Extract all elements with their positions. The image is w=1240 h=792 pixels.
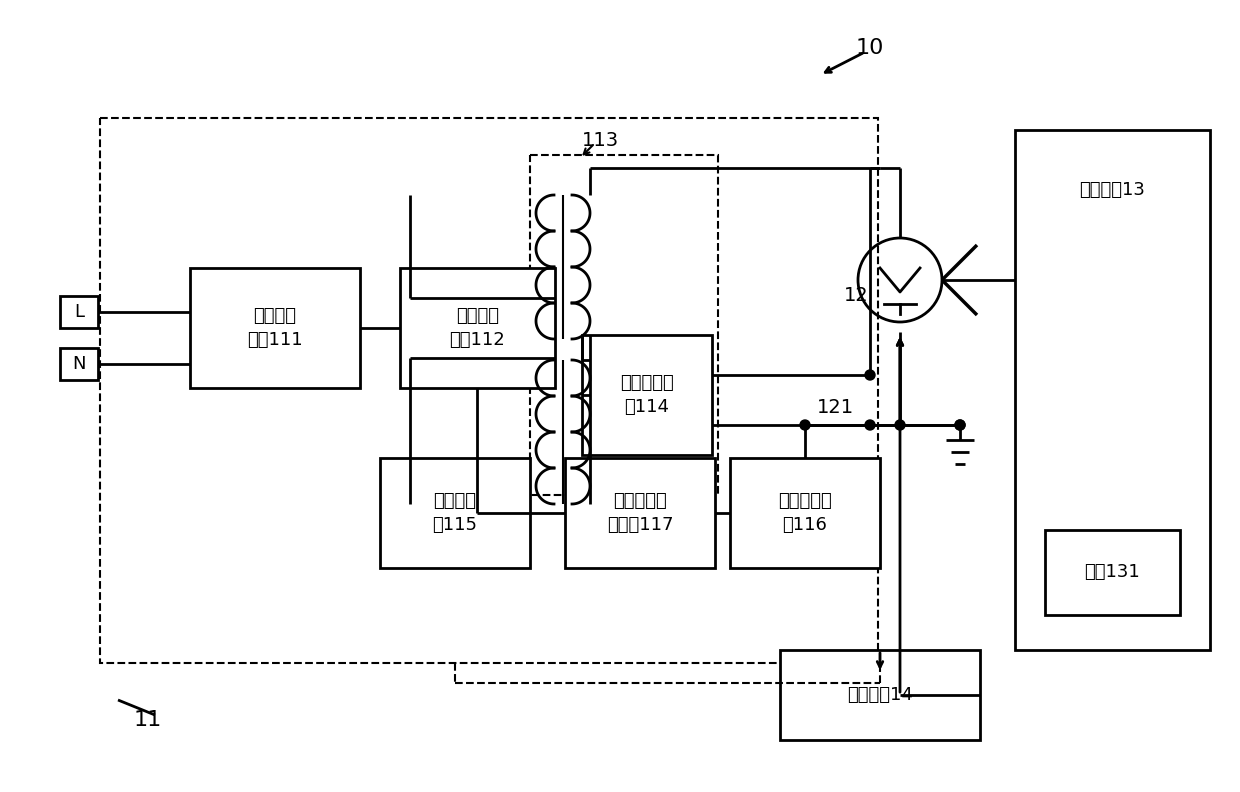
- Text: 内部控制
器115: 内部控制 器115: [433, 492, 477, 534]
- Text: 保护单元14: 保护单元14: [847, 686, 913, 704]
- Text: N: N: [72, 355, 86, 373]
- Text: 121: 121: [816, 398, 853, 417]
- Text: 11: 11: [134, 710, 162, 730]
- Bar: [100, 118, 878, 663]
- Bar: [190, 268, 360, 388]
- Text: 12: 12: [843, 285, 868, 304]
- Bar: [60, 296, 98, 328]
- Text: 负载131: 负载131: [1085, 563, 1141, 581]
- Text: 功率变换
单元112: 功率变换 单元112: [450, 307, 506, 348]
- Bar: [379, 458, 529, 568]
- Text: L: L: [74, 303, 84, 321]
- Bar: [730, 458, 880, 568]
- Circle shape: [800, 420, 810, 430]
- Bar: [582, 335, 712, 455]
- Bar: [401, 268, 556, 388]
- Circle shape: [866, 370, 875, 380]
- Circle shape: [955, 420, 965, 430]
- Bar: [780, 650, 980, 740]
- Circle shape: [866, 420, 875, 430]
- Bar: [1016, 130, 1210, 650]
- Text: 第一信号调
理电路117: 第一信号调 理电路117: [606, 492, 673, 534]
- Bar: [1045, 530, 1180, 615]
- Text: 10: 10: [856, 38, 884, 58]
- Text: 第一检测电
路116: 第一检测电 路116: [779, 492, 832, 534]
- Bar: [565, 458, 715, 568]
- Circle shape: [955, 420, 965, 430]
- Text: 整流滤波
单元111: 整流滤波 单元111: [247, 307, 303, 348]
- Text: 工作腔体13: 工作腔体13: [1080, 181, 1146, 199]
- Bar: [529, 155, 718, 495]
- Text: 倍压整流单
元114: 倍压整流单 元114: [620, 374, 673, 416]
- Bar: [60, 348, 98, 380]
- Text: 113: 113: [582, 131, 619, 150]
- Circle shape: [895, 420, 905, 430]
